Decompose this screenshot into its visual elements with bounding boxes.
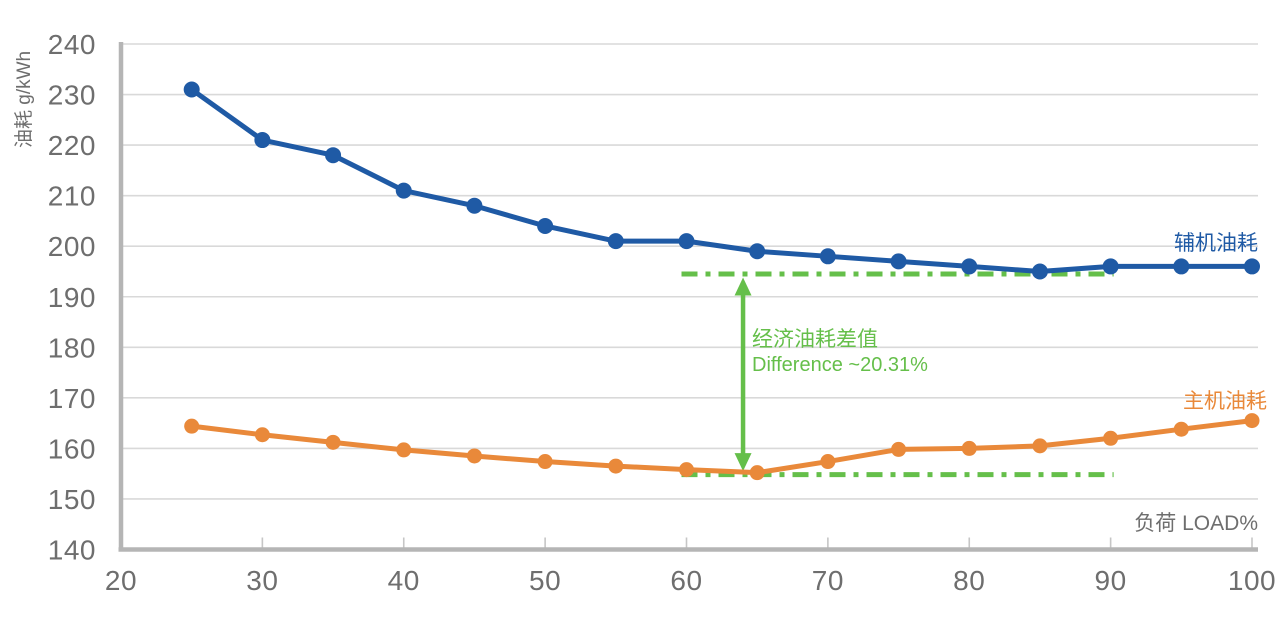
aux-series-point-55 bbox=[607, 233, 624, 250]
x-tick-label-50: 50 bbox=[529, 565, 561, 596]
annotation-label-en: Difference ~20.31% bbox=[752, 354, 928, 376]
aux-series-label: 辅机油耗 bbox=[1174, 232, 1258, 255]
arrow-up-head-icon bbox=[734, 277, 752, 296]
aux-series-line bbox=[189, 86, 1255, 274]
x-tick-label-90: 90 bbox=[1095, 565, 1127, 596]
y-tick-label-200: 200 bbox=[48, 231, 96, 262]
difference-arrow bbox=[734, 277, 752, 472]
x-tick-label-80: 80 bbox=[953, 565, 985, 596]
main-series-point-65 bbox=[749, 465, 765, 481]
aux-series-point-75 bbox=[890, 253, 907, 270]
x-axis-title: 负荷 LOAD% bbox=[1134, 512, 1258, 535]
main-series-point-30 bbox=[254, 427, 270, 443]
main-series-point-90 bbox=[1103, 430, 1119, 446]
aux-series-point-35 bbox=[325, 147, 342, 164]
main-series-point-40 bbox=[396, 442, 412, 458]
aux-series-point-90 bbox=[1102, 258, 1119, 275]
main-series-point-60 bbox=[679, 462, 694, 478]
y-tick-label-190: 190 bbox=[48, 282, 96, 313]
main-series-label: 主机油耗 bbox=[1183, 390, 1267, 413]
aux-series-point-95 bbox=[1173, 258, 1190, 275]
x-tick-label-20: 20 bbox=[105, 565, 137, 596]
aux-series-point-25 bbox=[183, 81, 200, 98]
x-tick-label-60: 60 bbox=[670, 565, 702, 596]
main-series-point-25 bbox=[184, 418, 200, 434]
main-series-point-85 bbox=[1032, 438, 1048, 454]
x-tick-label-100: 100 bbox=[1228, 565, 1276, 596]
main-series-point-100 bbox=[1244, 413, 1260, 429]
x-tick-label-40: 40 bbox=[388, 565, 420, 596]
main-series-point-50 bbox=[537, 454, 553, 470]
aux-series-point-85 bbox=[1031, 263, 1048, 280]
aux-series-point-40 bbox=[395, 182, 412, 199]
x-tick-label-70: 70 bbox=[812, 565, 844, 596]
x-tick-label-30: 30 bbox=[246, 565, 278, 596]
aux-series-point-100 bbox=[1244, 258, 1260, 275]
y-axis-title: 油耗 g/kWh bbox=[13, 51, 35, 148]
y-tick-label-180: 180 bbox=[48, 332, 96, 363]
main-series-line bbox=[189, 418, 1255, 476]
aux-series-point-30 bbox=[254, 132, 271, 149]
main-series-point-55 bbox=[608, 458, 624, 474]
aux-series-point-80 bbox=[961, 258, 978, 275]
y-tick-label-160: 160 bbox=[48, 433, 96, 464]
arrow-down-head-icon bbox=[734, 453, 752, 472]
aux-series-point-50 bbox=[537, 217, 554, 234]
main-series-point-45 bbox=[466, 448, 482, 464]
y-tick-label-150: 150 bbox=[48, 484, 96, 515]
y-tick-label-240: 240 bbox=[48, 29, 96, 60]
aux-series-point-45 bbox=[466, 197, 483, 214]
y-tick-label-230: 230 bbox=[48, 80, 96, 111]
main-series-point-95 bbox=[1173, 421, 1189, 437]
aux-series-point-60 bbox=[678, 233, 695, 250]
main-series-point-35 bbox=[325, 434, 341, 450]
y-tick-label-220: 220 bbox=[48, 130, 96, 161]
y-tick-label-210: 210 bbox=[48, 181, 96, 212]
annotation-label-zh: 经济油耗差值 bbox=[752, 328, 878, 351]
main-series-point-70 bbox=[820, 454, 836, 470]
aux-series-point-70 bbox=[819, 248, 836, 265]
aux-series-point-65 bbox=[749, 243, 766, 260]
y-tick-label-170: 170 bbox=[48, 383, 96, 414]
y-tick-label-140: 140 bbox=[48, 535, 96, 566]
main-series-point-75 bbox=[891, 441, 907, 457]
main-series-point-80 bbox=[961, 440, 977, 456]
